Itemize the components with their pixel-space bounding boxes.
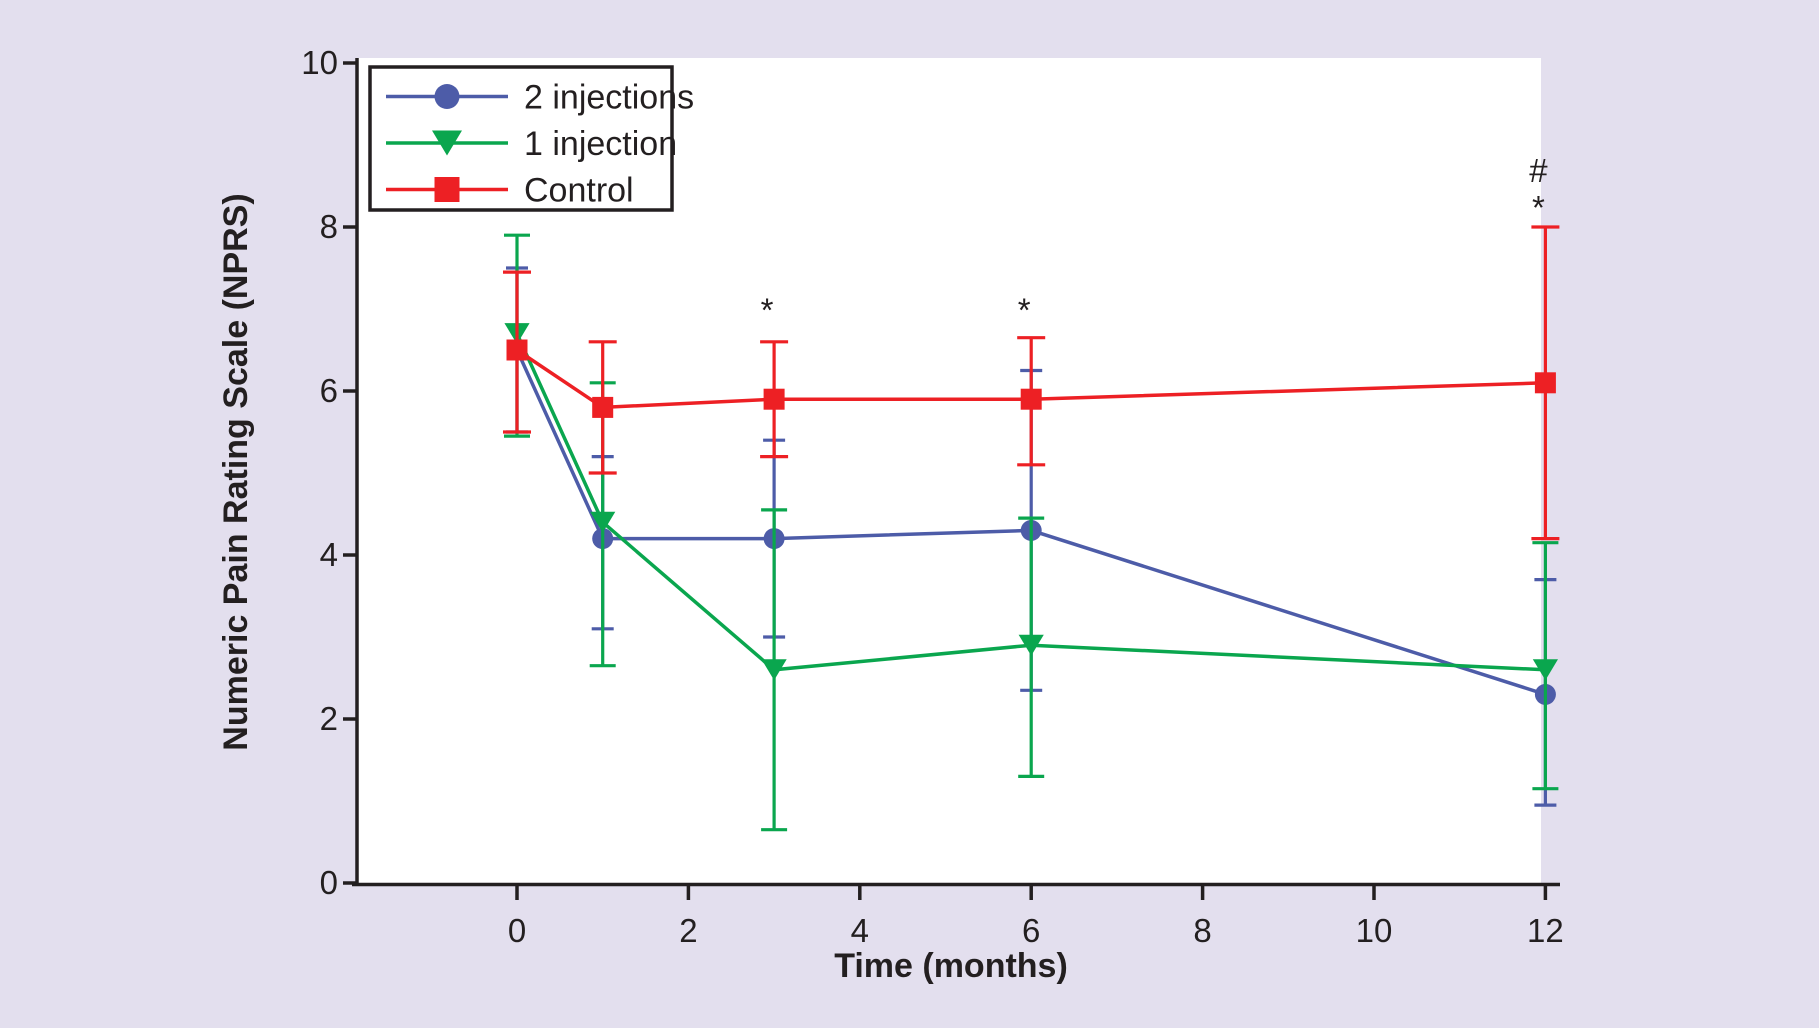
x-tick-label: 10 [1356, 912, 1393, 949]
y-tick-label: 6 [320, 372, 338, 409]
triangle-down-marker [432, 130, 462, 156]
square-marker [506, 339, 528, 361]
legend-label: 1 injection [524, 125, 677, 163]
y-tick-label: 2 [320, 700, 338, 737]
legend: 2 injections 1 injection Control [368, 65, 694, 212]
triangle-down-marker [761, 659, 787, 681]
x-tick-label: 2 [679, 912, 697, 949]
square-marker [434, 177, 460, 202]
axes [343, 58, 1560, 900]
significance-annotation: * [761, 291, 774, 328]
significance-annotation: * [1018, 291, 1031, 328]
annotations: * *#* [761, 152, 1549, 328]
circle-marker [434, 84, 460, 109]
y-tick-label: 8 [320, 208, 338, 245]
legend-item-control: Control [386, 172, 634, 210]
legend-item-2-injections: 2 injections [386, 79, 694, 117]
square-marker [1534, 372, 1556, 394]
y-tick-label: 4 [320, 536, 338, 573]
triangle-down-marker [1018, 634, 1044, 656]
legend-item-1-injection: 1 injection [386, 125, 677, 163]
legend-label: Control [524, 172, 634, 210]
x-tick-label: 4 [851, 912, 869, 949]
triangle-down-marker [590, 511, 616, 533]
triangle-down-marker [1532, 659, 1558, 681]
y-tick-label: 0 [320, 864, 338, 901]
series-control [503, 225, 1560, 541]
square-marker [592, 396, 614, 418]
x-tick-label: 12 [1527, 912, 1564, 949]
y-axis-title: Numeric Pain Rating Scale (NPRS) [217, 193, 255, 750]
square-marker [1020, 388, 1042, 410]
y-tick-label: 10 [301, 44, 338, 81]
x-axis-title: Time (months) [834, 947, 1068, 985]
legend-box [368, 65, 674, 212]
square-marker [763, 388, 785, 410]
x-tick-label: 8 [1193, 912, 1211, 949]
x-tick-label: 0 [508, 912, 526, 949]
x-tick-label: 6 [1022, 912, 1040, 949]
axis-labels: 0 2 4 6 8 10 0 2 4 6 8 10 12 Time (months) Numeric Pai… [217, 44, 1564, 985]
significance-annotation: # [1529, 152, 1548, 189]
significance-annotation: * [1532, 189, 1545, 226]
legend-label: 2 injections [524, 79, 694, 117]
